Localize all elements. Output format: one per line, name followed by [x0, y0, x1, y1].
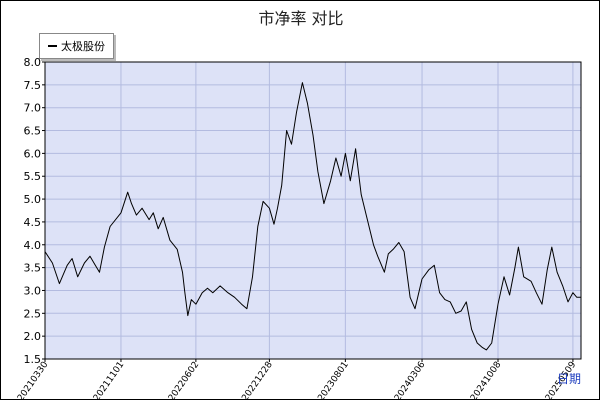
- y-tick-label: 5.5: [24, 170, 42, 183]
- y-tick-label: 1.5: [24, 353, 42, 366]
- y-tick-label: 6.5: [24, 125, 42, 138]
- y-tick-label: 4.5: [24, 216, 42, 229]
- y-tick-label: 7.5: [24, 79, 42, 92]
- y-tick-label: 3.0: [24, 284, 42, 297]
- y-tick-label: 2.0: [24, 330, 42, 343]
- y-tick-label: 2.5: [24, 307, 42, 320]
- legend-label: 太极股份: [61, 40, 105, 53]
- y-tick-label: 8.0: [24, 56, 42, 69]
- x-tick-label: 20230801: [316, 360, 350, 399]
- x-axis-label: 日期: [557, 372, 582, 386]
- y-tick-label: 7.0: [24, 102, 42, 115]
- chart-title: 市净率 对比: [258, 9, 344, 28]
- y-tick-label: 4.0: [24, 239, 42, 252]
- y-tick-label: 6.0: [24, 147, 42, 160]
- series-line: [44, 82, 581, 351]
- x-tick-label: 20220602: [167, 360, 201, 399]
- legend-swatch-icon: [48, 45, 57, 47]
- x-tick-label: 20241008: [469, 360, 504, 399]
- plot-border: [44, 61, 582, 360]
- chart-legend: 太极股份: [39, 33, 114, 59]
- x-tick-label: 20240306: [393, 360, 428, 399]
- x-tick-label: 20211101: [92, 360, 126, 399]
- x-tick-label: 20221228: [240, 360, 275, 399]
- y-tick-label: 5.0: [24, 193, 42, 206]
- y-tick-label: 3.5: [24, 262, 42, 275]
- plot-area: [44, 61, 582, 360]
